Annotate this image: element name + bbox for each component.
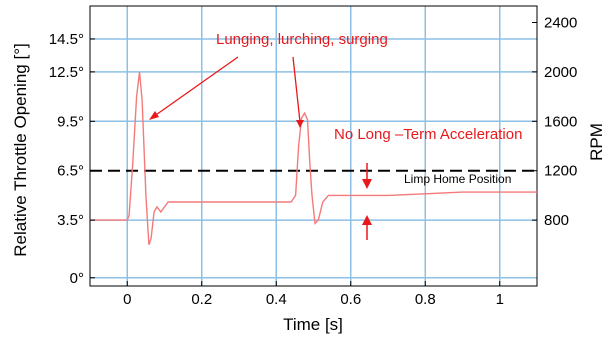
x-tick-label: 0 [123,291,131,308]
limp-home-label: Limp Home Position [404,172,511,186]
arrow-up-head [362,215,372,225]
annotations: Lunging, lurching, surging No Long –Term… [149,31,522,240]
annotation-lunging: Lunging, lurching, surging [216,31,388,48]
y2-tick-label: 1600 [544,113,577,130]
arrow-lunging-right [292,56,301,123]
x-axis-title: Time [s] [283,315,343,334]
y-tick-label: 6.5° [57,163,84,180]
grid [90,6,537,286]
x-tick-label: 0.8 [415,291,436,308]
y-tick-label: 14.5° [49,31,84,48]
x-tick-label: 0.4 [266,291,287,308]
arrow-down-head [362,179,372,189]
arrowhead-lunging-left [149,111,159,120]
x-tick-label: 1 [496,291,504,308]
y2-tick-label: 2000 [544,64,577,81]
y-tick-label: 9.5° [57,113,84,130]
y-axis-title: Relative Throttle Opening [°] [11,43,30,256]
x-tick-label: 0.2 [191,291,212,308]
arrow-lunging-left [152,56,239,118]
series-group [90,71,537,246]
plot-frame [89,5,538,287]
y2-axis-title: RPM [587,123,606,161]
y2-tick-label: 1200 [544,163,577,180]
arrowhead-lunging-right [296,120,304,128]
x-tick-label: 0.6 [340,291,361,308]
y2-tick-label: 2400 [544,14,577,31]
y2-tick-label: 800 [544,212,569,229]
series-line [90,71,537,246]
tick-labels: 0 0.2 0.4 0.6 0.8 1 0° 3.5° 6.5° 9.5° 12.5° 14.5° 80… [49,14,578,308]
y-tick-label: 12.5° [49,64,84,81]
y-tick-label: 0° [70,270,84,287]
y-tick-label: 3.5° [57,212,84,229]
annotation-no-acceleration: No Long –Term Acceleration [334,126,522,143]
